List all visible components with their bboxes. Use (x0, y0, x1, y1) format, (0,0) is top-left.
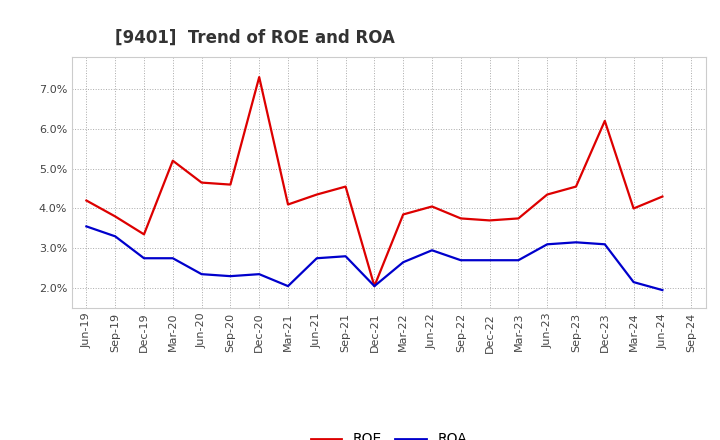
ROA (168, 256, 177, 261)
ROA (514, 257, 523, 263)
ROE (370, 283, 379, 289)
ROE (600, 118, 609, 124)
ROA (370, 283, 379, 289)
ROE (197, 180, 206, 185)
ROE (140, 232, 148, 237)
ROE (514, 216, 523, 221)
ROE (543, 192, 552, 197)
ROE (82, 198, 91, 203)
ROE (456, 216, 465, 221)
Text: [9401]  Trend of ROE and ROA: [9401] Trend of ROE and ROA (115, 29, 395, 47)
Legend: ROE, ROA: ROE, ROA (305, 426, 472, 440)
ROA (658, 287, 667, 293)
ROE (284, 202, 292, 207)
ROE (572, 184, 580, 189)
ROA (255, 271, 264, 277)
ROA (572, 240, 580, 245)
ROA (456, 257, 465, 263)
ROA (312, 256, 321, 261)
ROA (600, 242, 609, 247)
Line: ROE: ROE (86, 77, 662, 286)
ROA (284, 283, 292, 289)
ROE (341, 184, 350, 189)
ROE (629, 206, 638, 211)
ROE (428, 204, 436, 209)
ROE (485, 218, 494, 223)
ROA (197, 271, 206, 277)
ROA (341, 253, 350, 259)
ROA (140, 256, 148, 261)
ROE (255, 74, 264, 80)
Line: ROA: ROA (86, 227, 662, 290)
ROA (543, 242, 552, 247)
ROE (226, 182, 235, 187)
ROA (399, 260, 408, 265)
ROA (485, 257, 494, 263)
ROE (168, 158, 177, 163)
ROE (658, 194, 667, 199)
ROA (226, 274, 235, 279)
ROE (399, 212, 408, 217)
ROA (82, 224, 91, 229)
ROE (111, 214, 120, 219)
ROA (629, 279, 638, 285)
ROA (111, 234, 120, 239)
ROA (428, 248, 436, 253)
ROE (312, 192, 321, 197)
